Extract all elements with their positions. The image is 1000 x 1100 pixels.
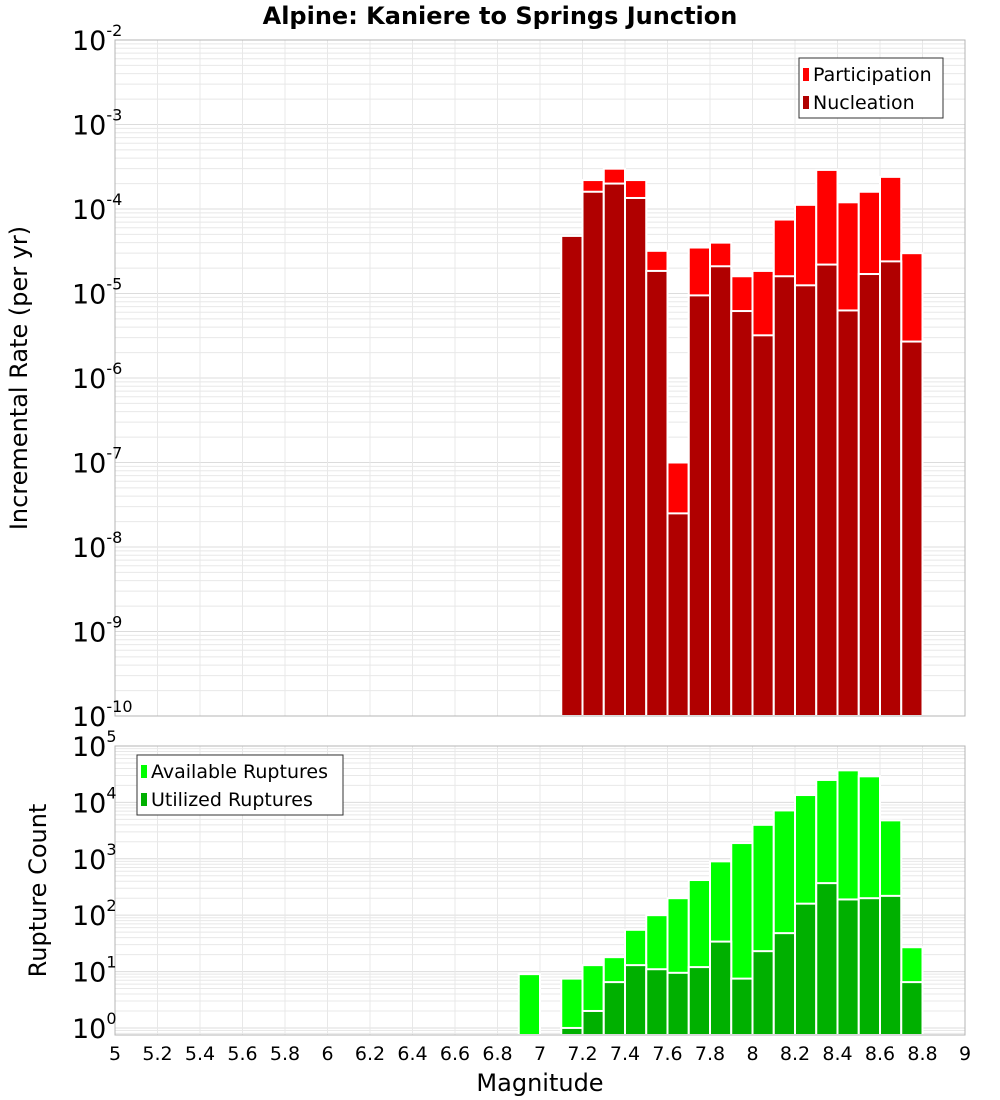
utilized-ruptures-bar [687,966,711,1036]
utilized-ruptures-bar [709,940,733,1036]
x-tick-label: 5.6 [227,1043,257,1065]
nucleation-bar [709,265,733,717]
utilized-ruptures-bar [815,882,839,1037]
rate-panel: 10-10 10-9 10-8 10-7 10-6 10-5 10-4 10-3 10-2 In… [5,21,966,733]
x-tick-label: 7.4 [610,1043,640,1065]
x-tick-label: 6 [321,1043,333,1065]
nucleation-bar [730,310,754,717]
y-tick-label: 10-8 [72,528,122,564]
nucleation-bar [751,334,775,717]
x-tick-label: 8.4 [822,1043,852,1065]
x-tick-label: 9 [959,1043,971,1065]
nucleation-bar [581,190,605,718]
legend-box [136,754,344,816]
rupture-panel-bars [517,769,924,1037]
utilized-ruptures-bar [560,1026,584,1036]
y-tick-label: 10-2 [72,21,122,57]
utilized-ruptures-bar [772,932,796,1036]
legend-swatch [803,68,809,81]
x-tick-label: 5.4 [185,1043,215,1065]
legend-swatch [141,793,147,806]
chart-title: Alpine: Kaniere to Springs Junction [263,2,738,30]
utilized-ruptures-bar [645,968,669,1036]
y-tick-label: 101 [72,953,117,989]
x-tick-label: 5.2 [142,1043,172,1065]
x-axis-label: Magnitude [476,1069,603,1097]
y-tick-label: 105 [72,727,117,763]
legend-swatch [803,96,809,109]
x-tick-label: 7.2 [567,1043,597,1065]
legend-box [798,57,944,119]
legend-label: Available Ruptures [151,761,328,783]
nucleation-bar [772,275,796,717]
available-ruptures-bar [517,973,541,1037]
x-tick-label: 5.8 [270,1043,300,1065]
y-tick-label: 104 [72,783,117,819]
nucleation-bar [794,284,818,717]
nucleation-bar [666,512,690,718]
y-tick-label: 10-7 [72,444,122,480]
x-tick-label: 6.4 [397,1043,427,1065]
utilized-ruptures-bar [836,898,860,1036]
nucleation-bar [857,273,881,717]
legend-label: Nucleation [813,92,915,114]
x-tick-label: 8.8 [907,1043,937,1065]
utilized-ruptures-bar [794,902,818,1036]
available-ruptures-bar [560,977,584,1036]
x-tick-label: 8 [746,1043,758,1065]
utilized-ruptures-bar [624,964,648,1037]
x-tick-label: 6.8 [482,1043,512,1065]
rupture-y-axis-label: Rupture Count [24,804,52,978]
legend-label: Participation [813,64,932,86]
nucleation-bar [879,260,903,717]
x-tick-label: 7.8 [695,1043,725,1065]
rate-y-ticks: 10-10 10-9 10-8 10-7 10-6 10-5 10-4 10-3 10-2 [72,21,133,733]
x-ticks: 5 5.2 5.4 5.6 5.8 6 6.2 6.4 6.6 6.8 7 7.2 7.4 7.6 7.8 8… [109,1043,971,1065]
x-tick-label: 8.6 [865,1043,895,1065]
utilized-ruptures-bar [581,1009,605,1037]
x-tick-label: 5 [109,1043,121,1065]
y-tick-label: 10-6 [72,359,122,395]
legend-label: Utilized Ruptures [151,789,313,811]
nucleation-bar [900,340,924,717]
x-tick-label: 6.2 [355,1043,385,1065]
utilized-ruptures-bar [900,981,924,1036]
y-tick-label: 103 [72,840,117,876]
y-tick-label: 10-9 [72,613,122,649]
x-tick-label: 7 [534,1043,546,1065]
legend-swatch [141,765,147,778]
nucleation-bar [687,294,711,717]
rate-y-axis-label: Incremental Rate (per yr) [5,226,33,530]
nucleation-bar [560,234,584,717]
rupture-y-ticks: 100 101 102 103 104 105 [72,727,117,1045]
utilized-ruptures-bar [730,977,754,1036]
y-tick-label: 100 [72,1009,117,1045]
utilized-ruptures-bar [602,981,626,1036]
nucleation-bar [602,182,626,717]
y-tick-label: 102 [72,896,117,932]
utilized-ruptures-bar [879,894,903,1036]
x-tick-label: 6.6 [440,1043,470,1065]
nucleation-bar [836,309,860,717]
x-tick-label: 8.2 [780,1043,810,1065]
y-tick-label: 10-5 [72,275,122,311]
x-tick-label: 7.6 [652,1043,682,1065]
rupture-panel-frame [114,745,966,1036]
utilized-ruptures-bar [666,971,690,1037]
nucleation-bar [624,196,648,717]
utilized-ruptures-bar [857,897,881,1036]
nucleation-bar [645,269,669,717]
rupture-legend: Available Ruptures Utilized Ruptures [136,754,344,816]
y-tick-label: 10-3 [72,106,122,142]
rate-panel-frame [114,39,966,717]
nucleation-bar [815,263,839,717]
y-tick-label: 10-10 [72,697,133,733]
utilized-ruptures-bar [751,950,775,1037]
rate-legend: Participation Nucleation [798,57,944,119]
rupture-count-panel: 100 101 102 103 104 105 Rupture Count Availab… [24,727,966,1045]
y-tick-label: 10-4 [72,190,122,226]
